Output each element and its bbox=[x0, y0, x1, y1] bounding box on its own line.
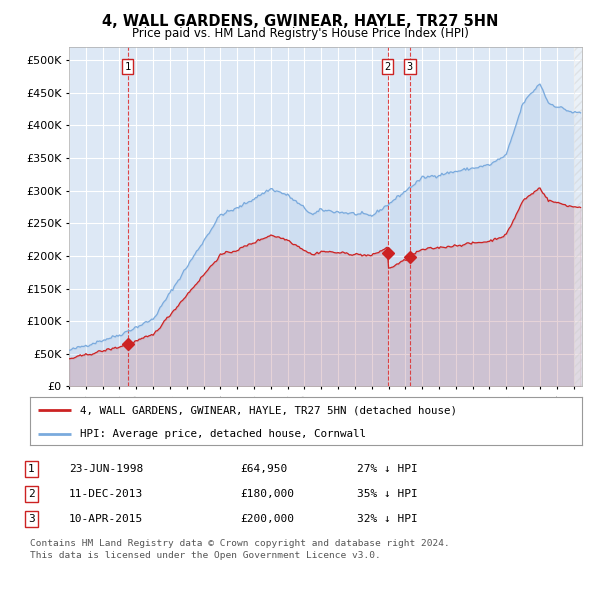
Text: This data is licensed under the Open Government Licence v3.0.: This data is licensed under the Open Gov… bbox=[30, 552, 381, 560]
Text: 3: 3 bbox=[28, 514, 35, 524]
Text: 10-APR-2015: 10-APR-2015 bbox=[69, 514, 143, 524]
Text: £200,000: £200,000 bbox=[240, 514, 294, 524]
Text: 32% ↓ HPI: 32% ↓ HPI bbox=[357, 514, 418, 524]
Text: 23-JUN-1998: 23-JUN-1998 bbox=[69, 464, 143, 474]
Text: 1: 1 bbox=[28, 464, 35, 474]
Text: £180,000: £180,000 bbox=[240, 489, 294, 499]
Bar bbox=[574, 47, 582, 386]
Text: 27% ↓ HPI: 27% ↓ HPI bbox=[357, 464, 418, 474]
Text: 35% ↓ HPI: 35% ↓ HPI bbox=[357, 489, 418, 499]
Text: 2: 2 bbox=[385, 62, 391, 72]
Text: 4, WALL GARDENS, GWINEAR, HAYLE, TR27 5HN: 4, WALL GARDENS, GWINEAR, HAYLE, TR27 5H… bbox=[102, 14, 498, 29]
Text: 4, WALL GARDENS, GWINEAR, HAYLE, TR27 5HN (detached house): 4, WALL GARDENS, GWINEAR, HAYLE, TR27 5H… bbox=[80, 405, 457, 415]
Text: Price paid vs. HM Land Registry's House Price Index (HPI): Price paid vs. HM Land Registry's House … bbox=[131, 27, 469, 40]
Text: £64,950: £64,950 bbox=[240, 464, 287, 474]
Text: 2: 2 bbox=[28, 489, 35, 499]
Text: Contains HM Land Registry data © Crown copyright and database right 2024.: Contains HM Land Registry data © Crown c… bbox=[30, 539, 450, 548]
Text: HPI: Average price, detached house, Cornwall: HPI: Average price, detached house, Corn… bbox=[80, 430, 365, 440]
Text: 11-DEC-2013: 11-DEC-2013 bbox=[69, 489, 143, 499]
Text: 1: 1 bbox=[124, 62, 131, 72]
Text: 3: 3 bbox=[407, 62, 413, 72]
